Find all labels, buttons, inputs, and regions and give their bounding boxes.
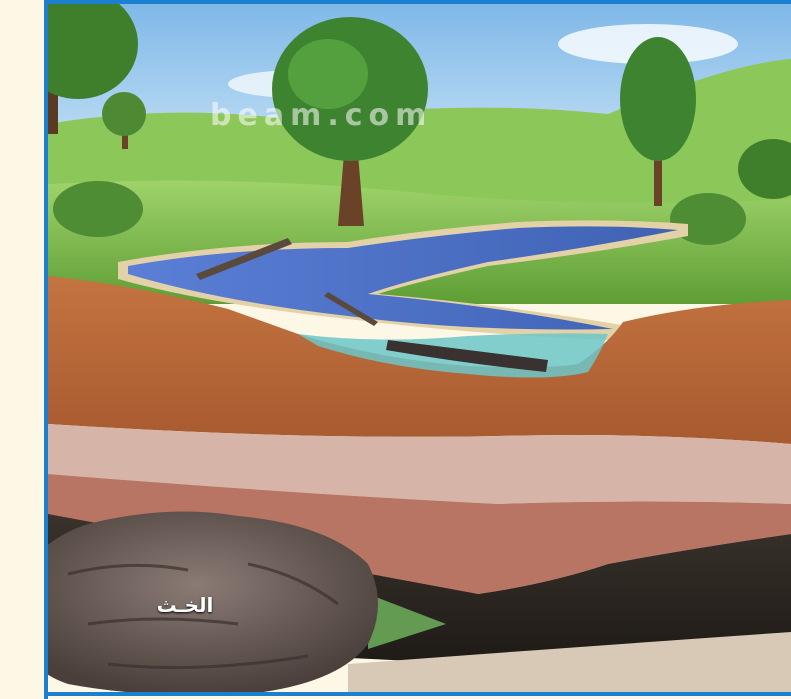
border-top <box>44 0 791 4</box>
bush <box>53 181 143 237</box>
tree-center <box>272 17 428 226</box>
tree-right <box>620 37 696 206</box>
tree-left <box>48 4 138 134</box>
border-left <box>44 0 48 699</box>
submerged-log <box>386 340 548 372</box>
floating-log <box>196 238 292 280</box>
rock-texture <box>67 562 339 670</box>
bush <box>738 139 791 199</box>
left-margin-panel <box>0 0 44 699</box>
watermark: beam.com <box>210 98 433 133</box>
peat-label: الخـث <box>156 593 214 617</box>
peat-sample-rock <box>48 511 378 692</box>
topsoil-layer <box>48 276 791 444</box>
bush <box>670 193 746 245</box>
pointer-arrow <box>368 594 446 649</box>
soil-cross-section-illustration <box>48 4 791 692</box>
floating-log-2 <box>324 292 378 326</box>
gravel-layer <box>348 632 791 692</box>
sand-layer <box>48 424 791 504</box>
tree-small-left <box>102 92 146 149</box>
border-bottom <box>44 692 791 696</box>
